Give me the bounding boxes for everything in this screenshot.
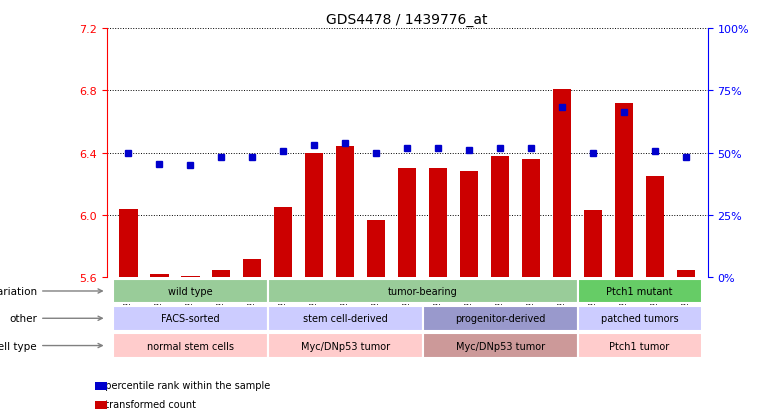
FancyBboxPatch shape [268,279,578,304]
Bar [522,159,540,278]
Bar [212,270,231,278]
Text: FACS-sorted: FACS-sorted [161,313,219,323]
Text: Ptch1 mutant: Ptch1 mutant [607,286,673,296]
FancyBboxPatch shape [113,279,268,304]
Text: wild type: wild type [168,286,212,296]
Bar [646,177,664,278]
FancyBboxPatch shape [113,333,268,358]
Text: progenitor-derived: progenitor-derived [455,313,546,323]
FancyBboxPatch shape [268,306,422,331]
Bar [677,270,696,278]
Bar [491,157,509,278]
Text: normal stem cells: normal stem cells [147,341,234,351]
Bar [305,153,323,278]
Bar [584,211,603,278]
Bar [150,275,168,278]
FancyBboxPatch shape [578,306,702,331]
Text: tumor-bearing: tumor-bearing [388,286,457,296]
FancyBboxPatch shape [578,279,702,304]
Bar [552,90,572,278]
Text: stem cell-derived: stem cell-derived [303,313,387,323]
Bar [429,169,447,278]
FancyBboxPatch shape [268,333,422,358]
Bar [119,209,138,278]
Bar [615,104,633,278]
FancyBboxPatch shape [422,333,578,358]
Text: Myc/DNp53 tumor: Myc/DNp53 tumor [301,341,390,351]
FancyBboxPatch shape [113,306,268,331]
Bar [460,172,479,278]
Text: Myc/DNp53 tumor: Myc/DNp53 tumor [456,341,545,351]
FancyBboxPatch shape [422,306,578,331]
Bar [243,259,262,278]
Bar [336,147,355,278]
Text: cell type: cell type [0,341,102,351]
Bar [367,220,385,278]
Text: genotype/variation: genotype/variation [0,286,102,296]
FancyBboxPatch shape [578,333,702,358]
Text: percentile rank within the sample: percentile rank within the sample [99,380,270,390]
Bar [274,208,292,278]
Bar [398,169,416,278]
Text: patched tumors: patched tumors [600,313,678,323]
Title: GDS4478 / 1439776_at: GDS4478 / 1439776_at [326,12,488,26]
Text: Ptch1 tumor: Ptch1 tumor [610,341,670,351]
Text: other: other [9,313,102,323]
Text: transformed count: transformed count [99,399,196,409]
Bar [181,276,199,278]
